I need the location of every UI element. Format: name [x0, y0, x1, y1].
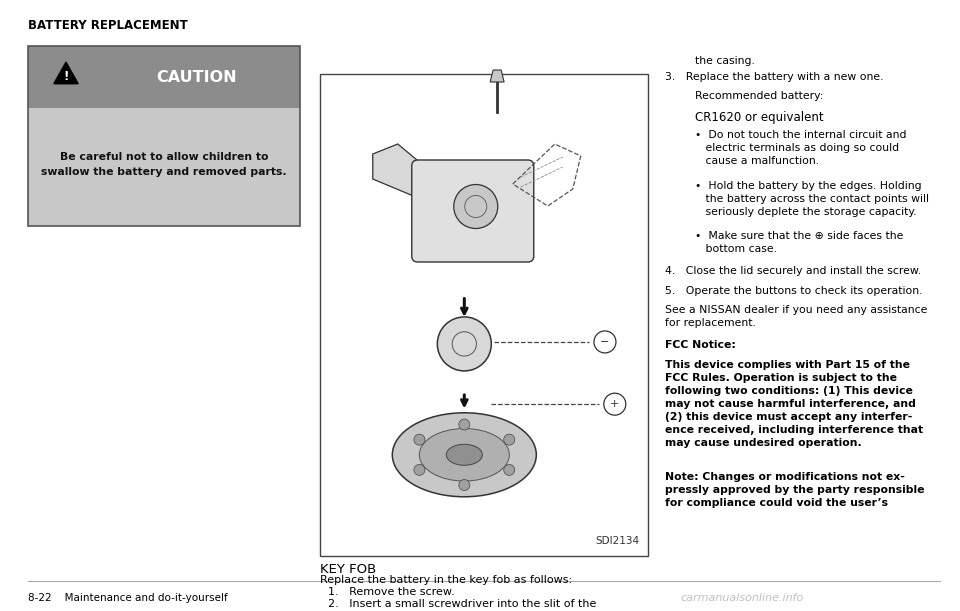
- Text: CR1620 or equivalent: CR1620 or equivalent: [695, 111, 824, 123]
- Text: Be careful not to allow children to
swallow the battery and removed parts.: Be careful not to allow children to swal…: [41, 152, 287, 177]
- Circle shape: [504, 464, 515, 475]
- Text: !: !: [63, 70, 69, 83]
- Text: CAUTION: CAUTION: [156, 70, 237, 84]
- Text: Note: Changes or modifications not ex-
pressly approved by the party responsible: Note: Changes or modifications not ex- p…: [665, 472, 924, 508]
- Circle shape: [454, 185, 497, 229]
- Polygon shape: [491, 70, 504, 82]
- Text: Recommended battery:: Recommended battery:: [695, 91, 824, 101]
- Text: FCC Notice:: FCC Notice:: [665, 340, 736, 350]
- Circle shape: [459, 419, 469, 430]
- Text: •  Hold the battery by the edges. Holding
   the battery across the contact poin: • Hold the battery by the edges. Holding…: [695, 180, 929, 216]
- Polygon shape: [54, 62, 78, 84]
- Text: •  Do not touch the internal circuit and
   electric terminals as doing so could: • Do not touch the internal circuit and …: [695, 130, 906, 166]
- Circle shape: [414, 464, 425, 475]
- Text: SDI2134: SDI2134: [596, 536, 640, 546]
- Circle shape: [414, 434, 425, 445]
- FancyBboxPatch shape: [412, 160, 534, 262]
- Text: +: +: [611, 399, 619, 409]
- Text: 3.   Replace the battery with a new one.: 3. Replace the battery with a new one.: [665, 71, 883, 81]
- Ellipse shape: [393, 413, 537, 497]
- Circle shape: [459, 480, 469, 491]
- Bar: [28, 46, 300, 108]
- Bar: [320, 74, 648, 556]
- Text: the casing.: the casing.: [695, 56, 755, 66]
- Text: 5.   Operate the buttons to check its operation.: 5. Operate the buttons to check its oper…: [665, 285, 923, 296]
- Text: KEY FOB: KEY FOB: [320, 563, 376, 576]
- Text: 8-22    Maintenance and do-it-yourself: 8-22 Maintenance and do-it-yourself: [28, 593, 228, 603]
- Circle shape: [504, 434, 515, 445]
- Ellipse shape: [420, 428, 510, 481]
- Bar: [28, 46, 300, 226]
- Text: See a NISSAN dealer if you need any assistance
for replacement.: See a NISSAN dealer if you need any assi…: [665, 305, 927, 328]
- Text: 1.   Remove the screw.: 1. Remove the screw.: [328, 587, 455, 597]
- Text: BATTERY REPLACEMENT: BATTERY REPLACEMENT: [28, 19, 188, 32]
- Text: carmanualsonline.info: carmanualsonline.info: [680, 593, 804, 603]
- Circle shape: [438, 317, 492, 371]
- Text: −: −: [600, 337, 610, 347]
- Text: •  Make sure that the ⊕ side faces the
   bottom case.: • Make sure that the ⊕ side faces the bo…: [695, 231, 903, 254]
- Ellipse shape: [446, 444, 482, 466]
- Text: 4.   Close the lid securely and install the screw.: 4. Close the lid securely and install th…: [665, 266, 922, 276]
- Text: This device complies with Part 15 of the
FCC Rules. Operation is subject to the
: This device complies with Part 15 of the…: [665, 359, 924, 448]
- Polygon shape: [372, 144, 453, 206]
- Text: Replace the battery in the key fob as follows:: Replace the battery in the key fob as fo…: [320, 575, 572, 585]
- Bar: [28, 108, 300, 226]
- Text: 2.   Insert a small screwdriver into the slit of the
      corner and twist it t: 2. Insert a small screwdriver into the s…: [328, 599, 603, 611]
